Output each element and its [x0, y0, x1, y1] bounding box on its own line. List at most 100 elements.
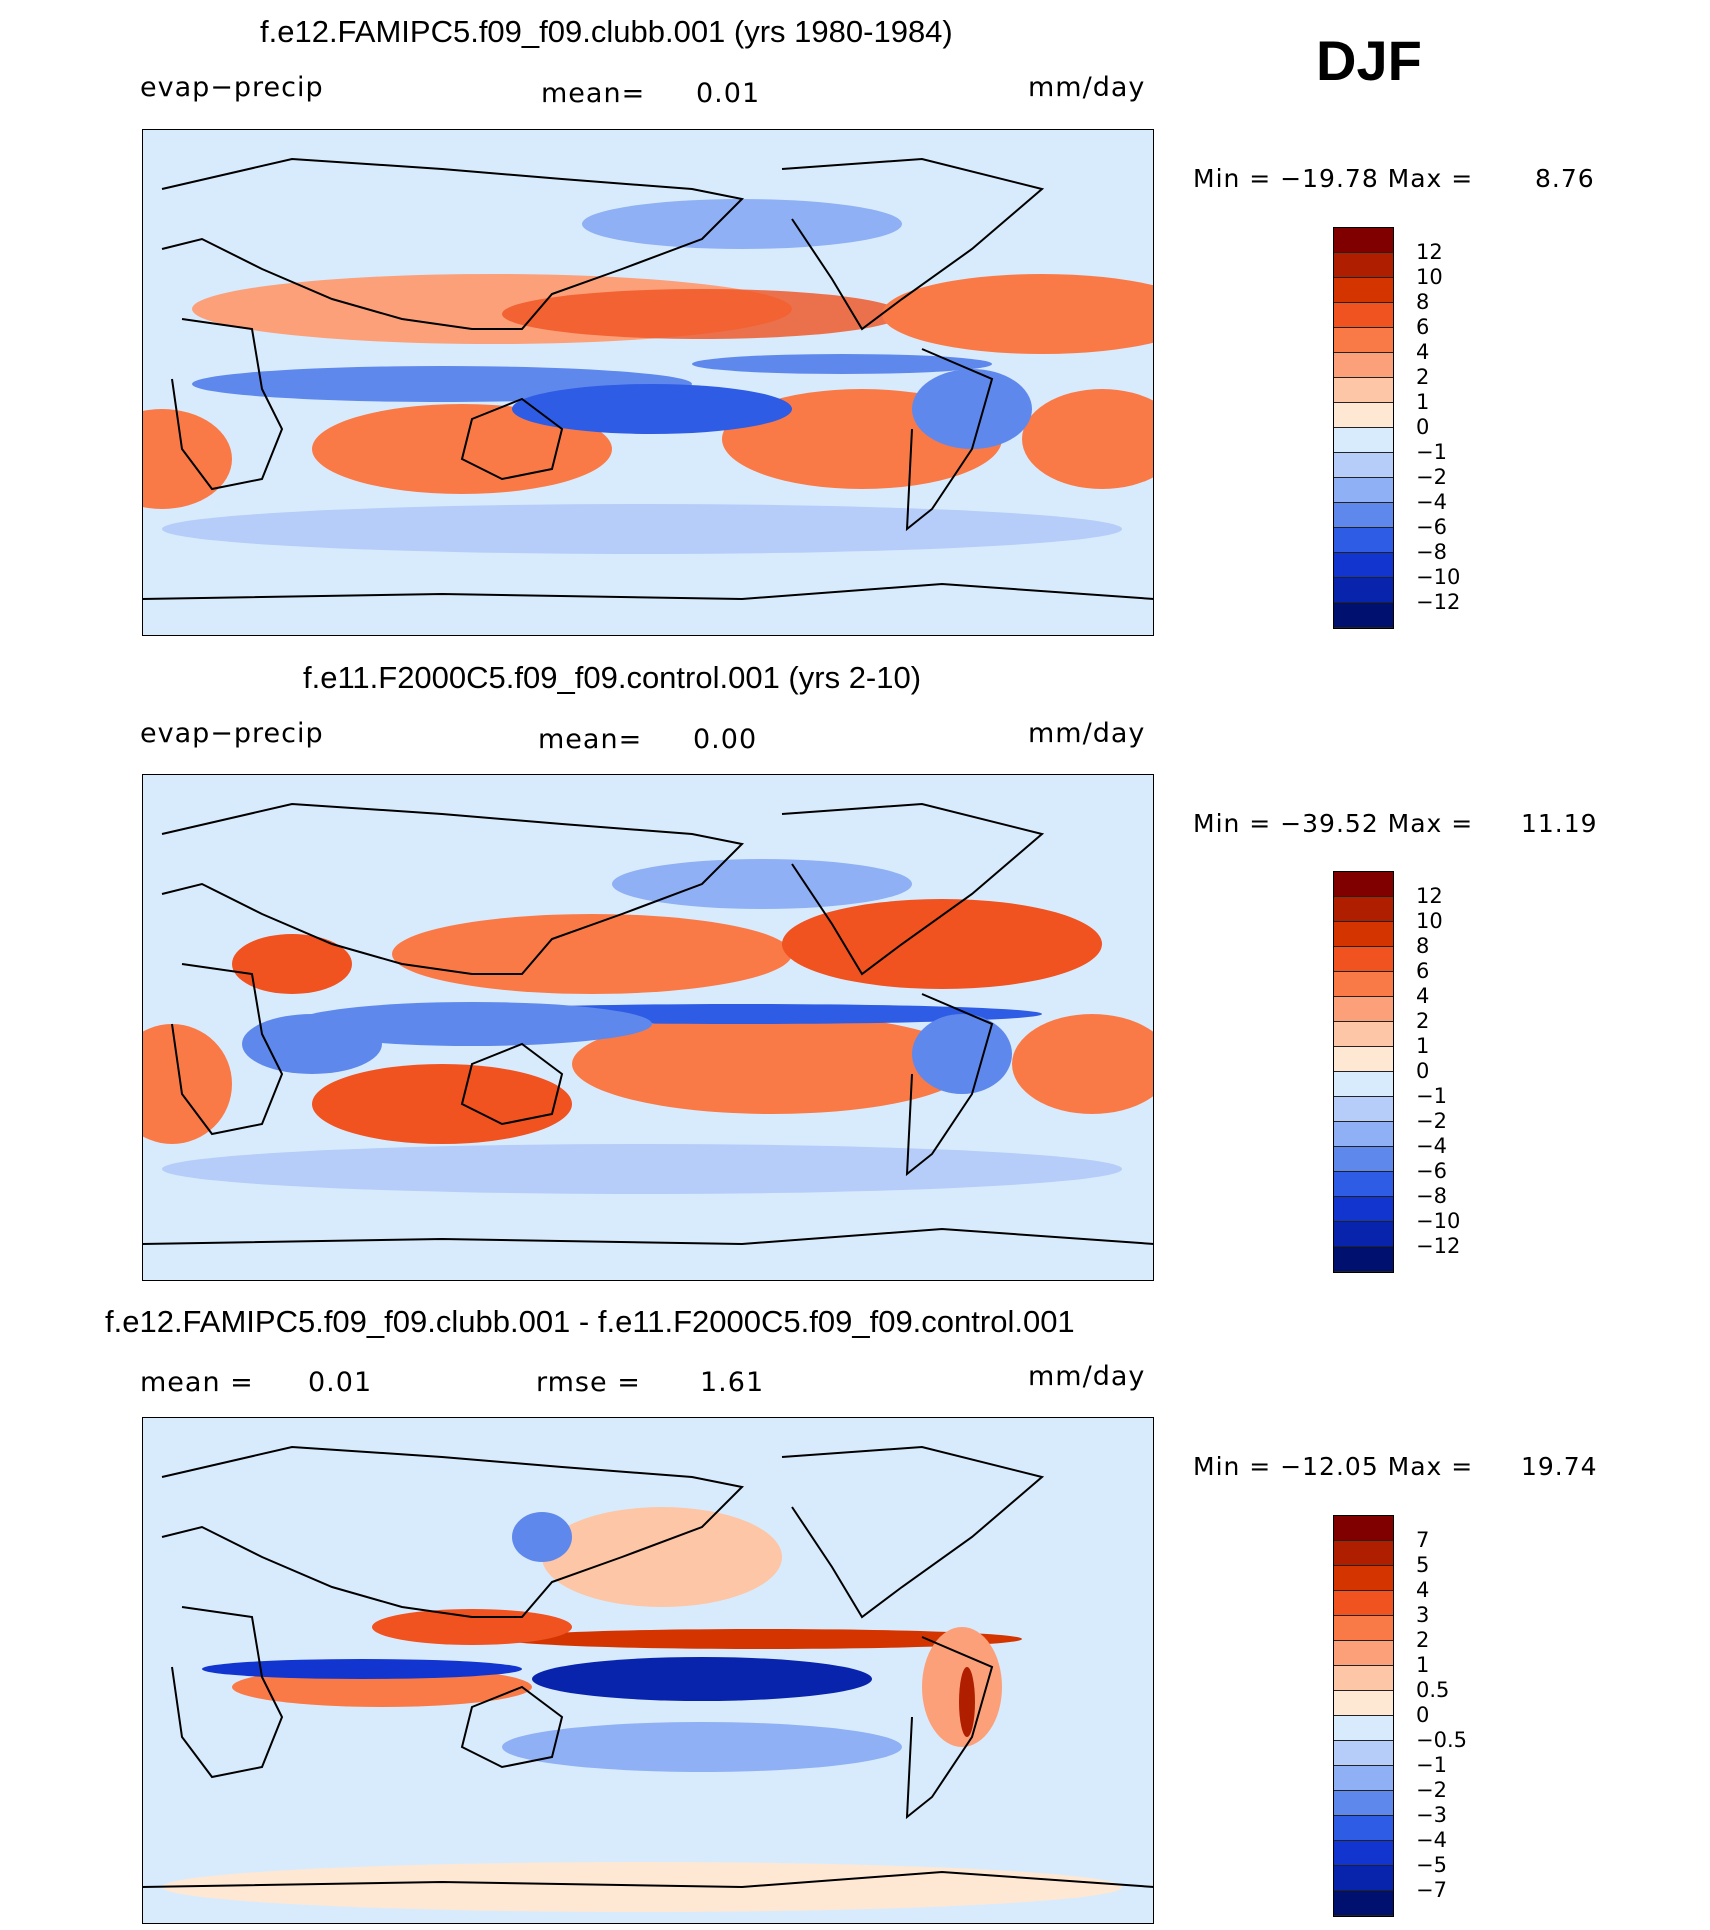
- colorbar-swatch: [1334, 1716, 1393, 1741]
- colorbar-tick-label: −10: [1416, 1209, 1461, 1233]
- coastline-eurasia: [161, 1445, 745, 1618]
- panel-1-map: [142, 129, 1154, 636]
- colorbar-tick-label: 4: [1416, 340, 1430, 364]
- neg-region: [532, 1657, 872, 1701]
- panel-2-units: mm/day: [1028, 718, 1146, 749]
- pos-region: [372, 1609, 572, 1645]
- pos-region: [882, 274, 1154, 354]
- pos-region: [232, 934, 352, 994]
- panel-1-mean-value: 0.01: [696, 78, 761, 109]
- panel-2-colorbar: [1333, 871, 1394, 1273]
- colorbar-tick-label: 0: [1416, 1703, 1430, 1727]
- colorbar-tick-label: 5: [1416, 1553, 1430, 1577]
- colorbar-tick-label: −1: [1416, 1753, 1447, 1777]
- colorbar-swatch: [1334, 453, 1393, 478]
- neg-region: [162, 504, 1122, 554]
- colorbar-tick-label: −6: [1416, 1159, 1447, 1183]
- coastline-south-america: [905, 1636, 994, 1820]
- colorbar-tick-label: 0: [1416, 415, 1430, 439]
- coastline-australia: [460, 397, 564, 481]
- colorbar-tick-label: 6: [1416, 959, 1430, 983]
- colorbar-tick-label: −7: [1416, 1878, 1447, 1902]
- coastline-eurasia: [161, 157, 745, 330]
- colorbar-tick-label: 1: [1416, 390, 1430, 414]
- colorbar-swatch: [1334, 1122, 1393, 1147]
- colorbar-swatch: [1334, 553, 1393, 578]
- colorbar-swatch: [1334, 1566, 1393, 1591]
- coastline-eurasia: [161, 802, 745, 975]
- colorbar-swatch: [1334, 1541, 1393, 1566]
- colorbar-swatch: [1334, 403, 1393, 428]
- colorbar-tick-label: −4: [1416, 1134, 1447, 1158]
- coastline-north-america: [781, 157, 1045, 331]
- colorbar-tick-label: −12: [1416, 1234, 1461, 1258]
- colorbar-swatch: [1334, 578, 1393, 603]
- panel-3-max-value: 19.74: [1521, 1452, 1598, 1481]
- panel-2-title: f.e11.F2000C5.f09_f09.control.001 (yrs 2…: [303, 660, 922, 695]
- neg-region: [502, 1722, 902, 1772]
- colorbar-swatch: [1334, 328, 1393, 353]
- panel-3-min-label: Min = −12.05 Max =: [1193, 1452, 1474, 1481]
- colorbar-swatch: [1334, 428, 1393, 453]
- colorbar-swatch: [1334, 1641, 1393, 1666]
- colorbar-tick-label: 0.5: [1416, 1678, 1450, 1702]
- panel-2-min-label: Min = −39.52 Max =: [1193, 809, 1474, 838]
- pos-region: [1022, 389, 1154, 489]
- neg-region: [202, 1659, 522, 1679]
- coastline-antarctica: [142, 1870, 1154, 1889]
- neg-region: [162, 1144, 1122, 1194]
- colorbar-tick-label: 10: [1416, 265, 1443, 289]
- colorbar-tick-label: −2: [1416, 1109, 1447, 1133]
- colorbar-tick-label: 0: [1416, 1059, 1430, 1083]
- colorbar-tick-label: 1: [1416, 1653, 1430, 1677]
- colorbar-tick-label: −5: [1416, 1853, 1447, 1877]
- coastline-north-america: [781, 802, 1045, 976]
- coastline-australia: [460, 1042, 564, 1126]
- colorbar-tick-label: 4: [1416, 984, 1430, 1008]
- colorbar-swatch: [1334, 1666, 1393, 1691]
- panel-3-mean-label: mean =: [140, 1367, 254, 1398]
- panel-2-map: [142, 774, 1154, 1281]
- colorbar-swatch: [1334, 947, 1393, 972]
- season-label: DJF: [1316, 29, 1422, 92]
- colorbar-swatch: [1334, 1172, 1393, 1197]
- neg-region: [582, 199, 902, 249]
- colorbar-tick-label: −6: [1416, 515, 1447, 539]
- colorbar-tick-label: 12: [1416, 884, 1443, 908]
- colorbar-tick-label: 12: [1416, 240, 1443, 264]
- coastline-antarctica: [142, 1227, 1154, 1246]
- colorbar-swatch: [1334, 1791, 1393, 1816]
- coastline-south-america: [905, 993, 994, 1177]
- panel-1-mean-label: mean=: [541, 78, 646, 109]
- neg-region: [512, 1512, 572, 1562]
- colorbar-swatch: [1334, 378, 1393, 403]
- colorbar-tick-label: −4: [1416, 490, 1447, 514]
- colorbar-swatch: [1334, 1222, 1393, 1247]
- panel-1-title: f.e12.FAMIPC5.f09_f09.clubb.001 (yrs 198…: [260, 14, 953, 49]
- coastline-africa: [171, 318, 284, 491]
- pos-region: [142, 1024, 232, 1144]
- colorbar-swatch: [1334, 972, 1393, 997]
- colorbar-tick-label: 3: [1416, 1603, 1430, 1627]
- colorbar-tick-label: 8: [1416, 934, 1430, 958]
- pos-region: [542, 1507, 782, 1607]
- neg-region: [912, 369, 1032, 449]
- colorbar-tick-label: −8: [1416, 1184, 1447, 1208]
- pos-region: [572, 1014, 972, 1114]
- pos-region: [502, 1629, 1022, 1649]
- neg-region: [612, 859, 912, 909]
- panel-3-rmse-label: rmse =: [536, 1367, 641, 1398]
- colorbar-tick-label: 1: [1416, 1034, 1430, 1058]
- panel-3-colorbar: [1333, 1515, 1394, 1917]
- colorbar-tick-label: 7: [1416, 1528, 1430, 1552]
- colorbar-tick-label: −2: [1416, 465, 1447, 489]
- pos-region: [502, 289, 902, 339]
- colorbar-swatch: [1334, 897, 1393, 922]
- coastline-africa: [171, 1606, 284, 1779]
- panel-3-title: f.e12.FAMIPC5.f09_f09.clubb.001 - f.e11.…: [105, 1304, 1075, 1339]
- panel-1-min-label: Min = −19.78 Max =: [1193, 164, 1474, 193]
- colorbar-tick-label: −12: [1416, 590, 1461, 614]
- neg-region: [912, 1014, 1012, 1094]
- colorbar-swatch: [1334, 1866, 1393, 1891]
- pos-region: [1012, 1014, 1154, 1114]
